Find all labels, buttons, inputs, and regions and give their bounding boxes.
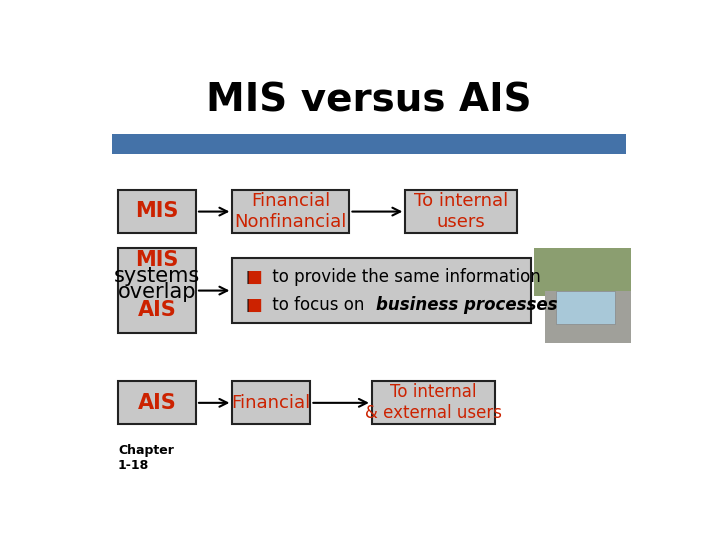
Text: Chapter
1-18: Chapter 1-18 (118, 444, 174, 472)
Text: business processes: business processes (377, 295, 558, 314)
Text: AIS: AIS (138, 393, 176, 413)
Text: To internal
users: To internal users (414, 192, 508, 231)
Text: To internal
& external users: To internal & external users (364, 383, 502, 422)
Text: ■: ■ (246, 268, 262, 287)
Text: MIS versus AIS: MIS versus AIS (206, 81, 532, 119)
FancyBboxPatch shape (545, 291, 631, 343)
FancyBboxPatch shape (405, 190, 517, 233)
FancyBboxPatch shape (233, 190, 349, 233)
Text: AIS: AIS (138, 300, 176, 320)
Text: overlap: overlap (117, 282, 197, 302)
Text: MIS: MIS (135, 201, 179, 221)
Text: Financial: Financial (232, 394, 311, 411)
FancyBboxPatch shape (233, 381, 310, 424)
FancyBboxPatch shape (556, 291, 615, 324)
Text: ■  to focus on: ■ to focus on (246, 295, 370, 314)
FancyBboxPatch shape (233, 258, 531, 322)
Text: systems: systems (114, 266, 200, 286)
Text: Financial
Nonfinancial: Financial Nonfinancial (235, 192, 347, 231)
Text: ■  to provide the same information: ■ to provide the same information (246, 268, 541, 287)
FancyBboxPatch shape (118, 248, 196, 333)
Text: MIS: MIS (135, 250, 179, 270)
FancyBboxPatch shape (534, 248, 631, 295)
FancyBboxPatch shape (118, 190, 196, 233)
FancyBboxPatch shape (112, 134, 626, 154)
FancyBboxPatch shape (372, 381, 495, 424)
Text: ■: ■ (246, 295, 262, 314)
FancyBboxPatch shape (118, 381, 196, 424)
